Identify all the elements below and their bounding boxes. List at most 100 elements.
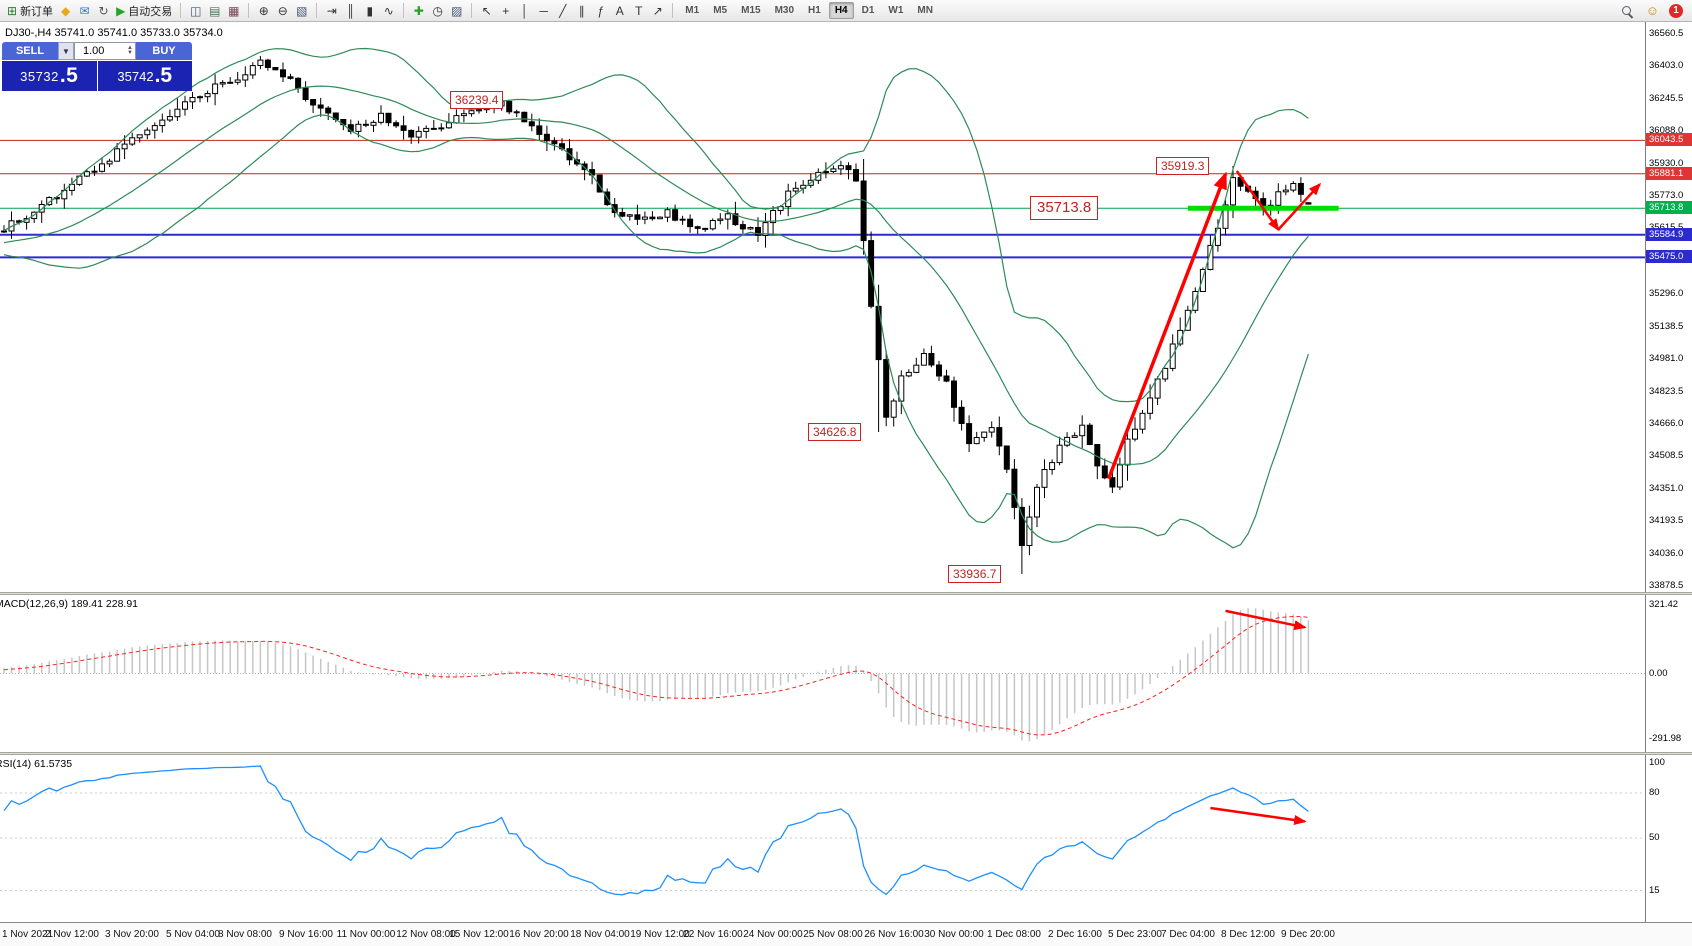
timeframe-D1[interactable]: D1 — [861, 5, 875, 16]
time-axis-label: 25 Nov 08:00 — [803, 929, 863, 940]
channel-icon[interactable]: ∥ — [578, 3, 585, 18]
price-axis[interactable]: 36560.5 36403.0 36245.5 36088.0 35930.0 35773… — [1645, 22, 1692, 592]
candlestick-chart-icon[interactable]: ▮ — [366, 3, 374, 18]
toolbar-separator — [672, 3, 674, 18]
autoscroll-icon[interactable]: ⇥ — [326, 3, 337, 18]
chart-windows-icon[interactable]: ◫ — [190, 3, 202, 18]
price-axis-label: 34823.5 — [1649, 386, 1684, 397]
timeframe-M15[interactable]: M15 — [741, 5, 761, 16]
new-order-button[interactable]: ⊞ 新订单 — [7, 3, 54, 18]
cursor-icon[interactable]: ↖ — [481, 3, 492, 18]
price-callout: 33936.7 — [948, 565, 1002, 583]
time-axis-label: 7 Dec 04:00 — [1161, 929, 1215, 940]
toolbar-separator — [316, 3, 318, 18]
templates-icon[interactable]: ▨ — [451, 3, 463, 18]
macd-axis[interactable]: 321.42 0.00 -291.98 — [1645, 595, 1692, 752]
data-window-icon[interactable]: ▤ — [209, 3, 221, 18]
macd-plot[interactable] — [0, 595, 1645, 752]
search-icon[interactable] — [1617, 1, 1636, 20]
sell-price-big-digits: .5 — [59, 64, 79, 87]
price-axis-label: 35138.5 — [1649, 321, 1684, 332]
macd-histogram — [3, 608, 1310, 742]
timeframe-W1[interactable]: W1 — [888, 5, 904, 16]
vertical-line-icon[interactable]: │ — [521, 3, 529, 18]
price-axis-label: 35615.5 — [1649, 222, 1683, 233]
pullback-down-arrow — [1235, 170, 1280, 232]
rsi-plot[interactable] — [0, 755, 1645, 922]
price-axis-label: 34351.0 — [1649, 483, 1684, 494]
timeframe-H4[interactable]: H4 — [828, 2, 854, 19]
rsi-axis-label: 80 — [1649, 787, 1660, 798]
time-axis-label: 18 Nov 04:00 — [570, 929, 630, 940]
volume-up-icon[interactable]: ▲ — [127, 45, 133, 51]
bar-chart-icon[interactable]: ║ — [346, 3, 356, 18]
arrow-objects-icon[interactable]: ↗ — [652, 3, 663, 18]
bollinger-bands — [3, 47, 1309, 549]
time-axis[interactable]: 1 Nov 2021 2 Nov 12:00 3 Nov 20:00 5 Nov 04… — [0, 922, 1692, 946]
rsi-splitter[interactable] — [0, 752, 1692, 755]
navigator-icon[interactable]: ▦ — [228, 3, 240, 18]
rsi-down-arrow — [1210, 806, 1307, 825]
price-axis-label: 35930.0 — [1649, 158, 1684, 169]
macd-splitter[interactable] — [0, 592, 1692, 595]
trendline-icon[interactable]: ╱ — [559, 3, 567, 18]
volume-value: 1.00 — [83, 45, 105, 57]
sell-button[interactable]: 35732.5 — [2, 61, 97, 91]
bounce-up-arrow — [1277, 182, 1322, 231]
time-axis-label: 12 Nov 08:00 — [396, 929, 456, 940]
price-axis-label: 36088.0 — [1649, 125, 1684, 136]
indicators-icon[interactable]: ✚ — [413, 3, 424, 18]
deposit-icon[interactable]: ◆ — [60, 3, 71, 18]
macd-down-arrow — [1225, 609, 1307, 631]
timeframe-toolbar: M1 M5 M15 M30 H1 H4 D1 W1 MN — [667, 2, 940, 19]
time-axis-label: 1 Dec 08:00 — [987, 929, 1041, 940]
price-axis-label: 34193.5 — [1649, 515, 1684, 526]
volume-stepper[interactable]: ▲ ▼ — [127, 45, 133, 56]
price-axis-label: 34036.0 — [1649, 548, 1684, 559]
line-chart-icon[interactable]: ∿ — [383, 3, 394, 18]
candle-wicks — [3, 56, 1309, 574]
volume-down-icon[interactable]: ▼ — [127, 50, 133, 56]
rsi-axis-label: 15 — [1649, 885, 1660, 896]
community-icon[interactable]: ☺ — [1645, 3, 1659, 18]
label-icon[interactable]: T — [635, 3, 643, 18]
time-axis-label: 2 Nov 12:00 — [45, 929, 99, 940]
time-axis-label: 8 Nov 08:00 — [218, 929, 272, 940]
candlestick-series — [1, 59, 1312, 547]
algo-trading-button[interactable]: ▶ 自动交易 — [116, 3, 173, 18]
notification-badge[interactable]: 1 — [1669, 3, 1683, 18]
timeframe-M30[interactable]: M30 — [774, 5, 795, 16]
timeframe-M1[interactable]: M1 — [685, 5, 700, 16]
price-axis-label: 35296.0 — [1649, 288, 1684, 299]
text-icon[interactable]: A — [615, 3, 624, 18]
trade-options-dropdown[interactable]: ▼ — [58, 42, 74, 60]
main-chart-plot[interactable] — [0, 22, 1645, 592]
buy-button[interactable]: 35742.5 — [97, 61, 192, 91]
price-callout: 35713.8 — [1030, 196, 1099, 220]
time-axis-label: 5 Nov 04:00 — [166, 929, 220, 940]
timeframe-MN[interactable]: MN — [917, 5, 933, 16]
magnifier-glyph — [1621, 6, 1631, 15]
timeframe-H1[interactable]: H1 — [808, 5, 821, 16]
fibonacci-icon[interactable]: ƒ — [597, 3, 605, 18]
refresh-icon[interactable]: ↻ — [98, 3, 109, 18]
volume-input[interactable]: 1.00 ▲ ▼ — [74, 42, 136, 60]
timeframe-M5[interactable]: M5 — [713, 5, 728, 16]
rsi-panel: 100 80 50 15 RSI(14) 61.5735 — [0, 755, 1692, 922]
price-axis-label: 33878.5 — [1649, 580, 1684, 591]
zoom-in-icon[interactable]: ⊕ — [258, 3, 269, 18]
periods-icon[interactable]: ◷ — [432, 3, 444, 18]
toolbar-right: ☺ 1 — [1617, 1, 1688, 20]
macd-axis-label: 321.42 — [1649, 599, 1679, 610]
horizontal-line-icon[interactable]: ─ — [539, 3, 549, 18]
price-callout: 35919.3 — [1156, 157, 1210, 175]
time-axis-label: 30 Nov 00:00 — [924, 929, 984, 940]
trade-panel-price-row: 35732.5 35742.5 — [2, 61, 192, 91]
rsi-axis-label: 100 — [1649, 757, 1665, 768]
rsi-axis[interactable]: 100 80 50 15 — [1645, 755, 1692, 922]
crosshair-icon[interactable]: + — [502, 3, 510, 18]
zoom-out-icon[interactable]: ⊖ — [277, 3, 288, 18]
tile-windows-icon[interactable]: ▧ — [296, 3, 308, 18]
buy-price: 35742 — [117, 68, 154, 84]
mail-icon[interactable]: ✉ — [79, 3, 90, 18]
